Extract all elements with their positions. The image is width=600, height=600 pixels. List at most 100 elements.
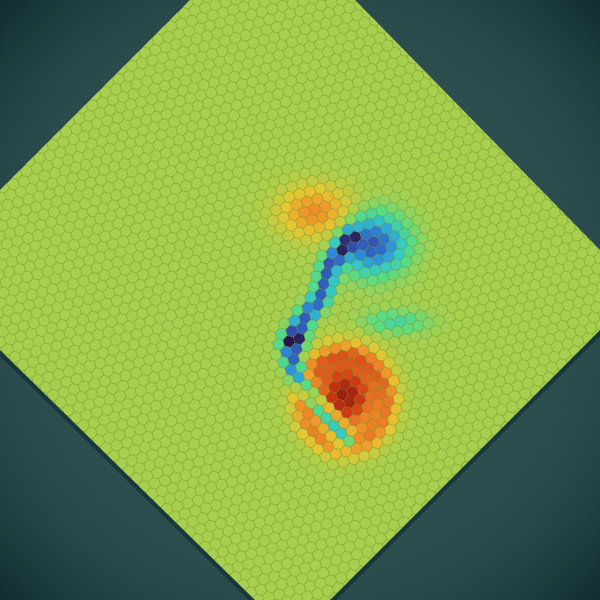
hex-cell (302, 118, 315, 131)
hex-cell (240, 0, 253, 3)
hex-cell (343, 107, 357, 120)
hex-cell (297, 100, 310, 113)
hex-cell (552, 263, 565, 276)
hex-cell (416, 87, 429, 100)
hex-cell (486, 223, 499, 236)
hex-cell (377, 127, 390, 140)
hex-cell (358, 16, 371, 29)
hex-cell (426, 123, 439, 136)
hex-cell (407, 157, 420, 170)
hex-cell (274, 116, 287, 129)
hex-cell (459, 249, 473, 262)
hex-cell (520, 310, 533, 323)
hex-cell (365, 168, 379, 181)
hex-cell (425, 162, 438, 175)
hex-cell (535, 219, 548, 232)
hex-cell (524, 261, 537, 274)
hex-cell (477, 292, 490, 306)
hex-cell (182, 25, 196, 38)
hex-cell (340, 156, 353, 169)
hex-cell (591, 262, 600, 275)
hex-cell (403, 100, 416, 114)
hex-cell (314, 0, 328, 12)
hex-cell (580, 265, 594, 278)
hex-cell (339, 50, 353, 63)
hex-cell (312, 154, 325, 167)
hex-cell (526, 250, 540, 263)
hex-cell (293, 43, 306, 56)
hex-cell (436, 120, 449, 134)
hex-cell (269, 59, 283, 72)
hex-cell (548, 312, 562, 325)
hex-cell (223, 52, 236, 66)
hex-cell (324, 35, 337, 48)
hex-cell (457, 259, 470, 273)
hex-cell (517, 176, 531, 189)
hex-cell (453, 164, 467, 177)
hex-cell (595, 280, 600, 293)
hex-cell (245, 8, 258, 21)
hex-cell (351, 114, 364, 128)
hex-cell (499, 209, 512, 223)
hex-cell (388, 85, 401, 98)
hex-cell (331, 81, 344, 94)
hex-cell (328, 91, 342, 105)
hex-cell (349, 86, 362, 99)
hex-cell (445, 195, 458, 208)
hex-cell (456, 153, 469, 167)
hex-cell (433, 275, 446, 288)
hex-cell (571, 334, 584, 348)
hex-cell (486, 184, 500, 197)
hex-cell (321, 45, 335, 58)
hex-cell (436, 265, 449, 278)
hex-cell (451, 280, 464, 293)
hex-cell (266, 108, 279, 121)
hex-cell (435, 159, 449, 172)
hex-cell (390, 113, 403, 127)
hex-cell (565, 249, 578, 263)
hex-cell (227, 3, 240, 16)
hex-cell (350, 47, 363, 60)
hex-cell (279, 0, 292, 3)
hex-cell (555, 213, 569, 227)
hex-cell (364, 101, 377, 114)
hex-cell (374, 137, 387, 150)
hex-cell (236, 78, 249, 91)
hex-cell (362, 73, 375, 86)
hex-cell (479, 282, 493, 295)
hex-cell (395, 93, 409, 106)
hex-cell (318, 94, 331, 108)
hex-cell (317, 0, 331, 2)
hex-cell (450, 213, 463, 226)
hex-cell (507, 178, 520, 192)
hex-cell (457, 221, 471, 234)
hex-cell (278, 28, 291, 41)
hex-cell (272, 87, 285, 101)
hex-cell (268, 0, 281, 5)
hex-cell (255, 5, 268, 18)
hex-cell (466, 189, 479, 203)
hex-cell (332, 4, 346, 17)
hex-cell (429, 218, 442, 232)
hex-cell (507, 323, 520, 336)
hex-cell (381, 39, 394, 52)
hex-cell (401, 178, 415, 191)
hex-cell (350, 153, 364, 166)
hex-cell (228, 70, 241, 83)
hex-cell (387, 230, 401, 243)
hex-cell (219, 0, 232, 9)
hex-cell (544, 255, 558, 268)
hex-cell (237, 0, 250, 14)
hex-cell (196, 11, 209, 25)
hex-cell (232, 21, 245, 34)
hex-cell (355, 26, 369, 40)
hex-cell (188, 4, 201, 17)
hex-cell (323, 73, 337, 87)
hex-cell (526, 289, 539, 302)
hex-cell (468, 179, 482, 192)
hex-cell (577, 275, 591, 288)
hex-cell (419, 77, 432, 90)
hex-cell (449, 107, 462, 120)
hex-cell (542, 265, 555, 279)
